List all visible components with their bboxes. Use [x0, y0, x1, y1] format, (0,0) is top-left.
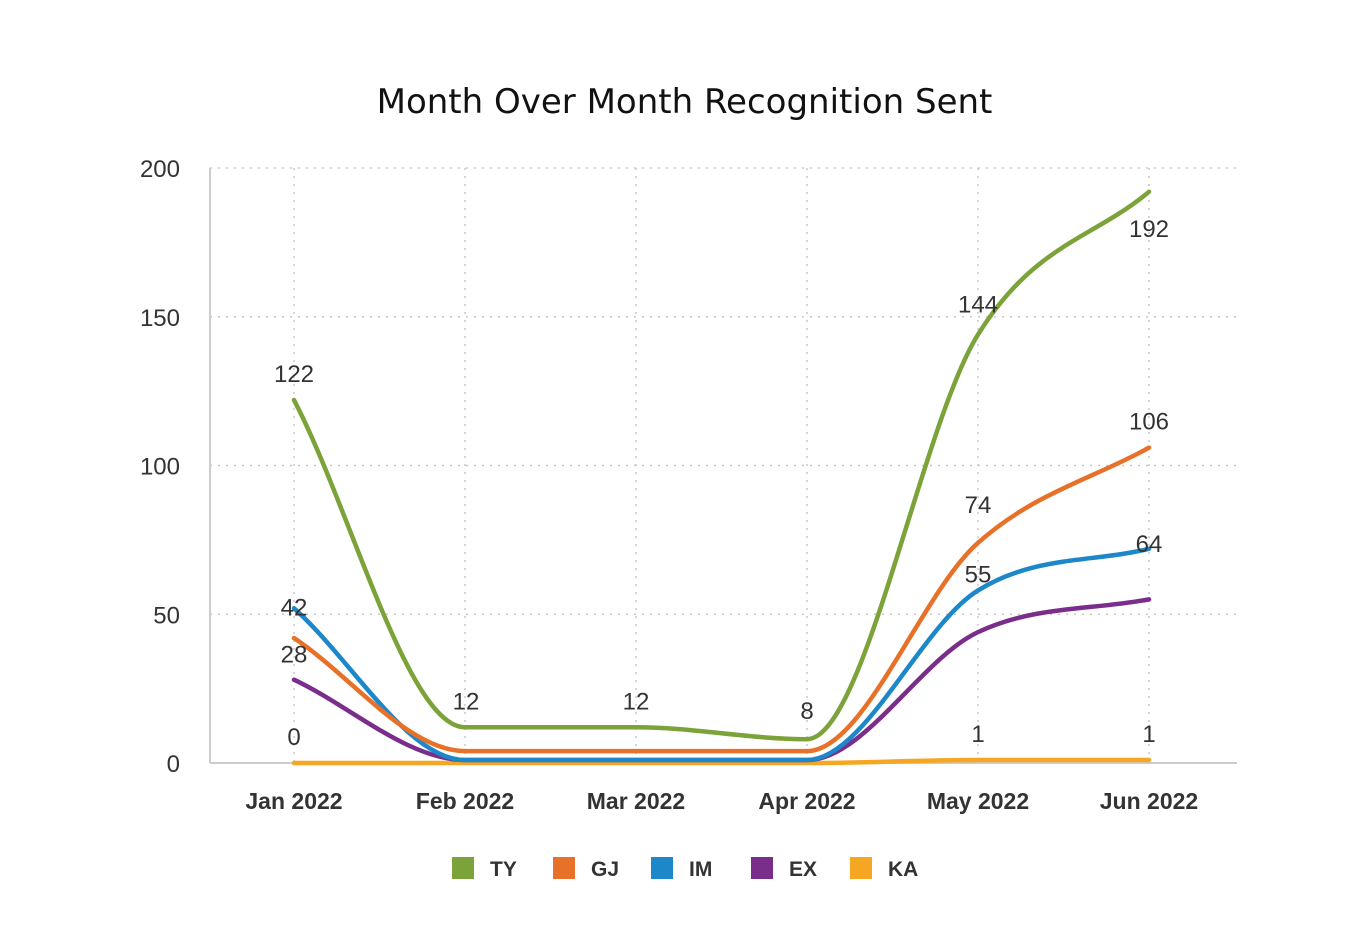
legend-swatch	[850, 857, 872, 879]
data-label-ty: 122	[274, 361, 314, 388]
x-axis-ticks: Jan 2022 Feb 2022 Mar 2022 Apr 2022 May 2022…	[245, 788, 1198, 814]
series-line-ty	[291, 189, 1152, 742]
data-label-gj: 106	[1129, 409, 1169, 436]
data-label-ty: 12	[453, 688, 480, 715]
data-label-ka: 1	[1142, 721, 1155, 748]
y-axis-ticks: 0 50 100 150 200	[140, 156, 180, 778]
y-tick-label: 150	[140, 305, 180, 332]
data-label-ty: 8	[800, 698, 813, 725]
legend-swatch	[751, 857, 773, 879]
y-tick-label: 200	[140, 156, 180, 183]
series-line-ka	[291, 757, 1152, 766]
y-tick-label: 50	[153, 602, 180, 629]
y-tick-label: 0	[167, 751, 180, 778]
series-lines	[291, 189, 1152, 766]
data-label-ex: 28	[281, 642, 308, 669]
x-tick-label: Feb 2022	[416, 788, 514, 814]
data-label-ka: 1	[971, 721, 984, 748]
data-label-im: 42	[281, 594, 308, 621]
data-labels: 122 12 12 8 144 192 74 106 42 55 64 28 0 1 1	[274, 216, 1169, 751]
data-label-im: 64	[1136, 531, 1163, 558]
chart-title: Month Over Month Recognition Sent	[376, 82, 993, 122]
series-line-im	[291, 546, 1152, 763]
data-label-ty: 192	[1129, 216, 1169, 243]
x-tick-label: Mar 2022	[587, 788, 685, 814]
legend-item-ty: TY	[452, 857, 517, 881]
grid	[210, 167, 1237, 763]
legend-swatch	[651, 857, 673, 879]
x-tick-label: May 2022	[927, 788, 1029, 814]
legend-item-gj: GJ	[553, 857, 619, 881]
y-tick-label: 100	[140, 454, 180, 481]
data-label-gj: 74	[965, 492, 992, 519]
legend-item-ex: EX	[751, 857, 817, 881]
x-tick-label: Apr 2022	[758, 788, 855, 814]
x-tick-label: Jan 2022	[245, 788, 342, 814]
x-tick-label: Jun 2022	[1100, 788, 1198, 814]
legend-label: GJ	[591, 858, 619, 881]
series-line-gj	[291, 445, 1152, 754]
legend: TY GJ IM EX KA	[452, 857, 918, 881]
data-label-ty: 12	[623, 688, 650, 715]
data-label-ka: 0	[287, 724, 300, 751]
data-label-ty: 144	[958, 292, 998, 319]
legend-item-im: IM	[651, 857, 712, 881]
series-line-ex	[291, 597, 1152, 763]
legend-swatch	[452, 857, 474, 879]
legend-label: EX	[789, 858, 817, 881]
legend-item-ka: KA	[850, 857, 918, 881]
legend-label: KA	[888, 858, 918, 881]
legend-swatch	[553, 857, 575, 879]
data-label-im: 55	[965, 561, 992, 588]
legend-label: TY	[490, 858, 517, 881]
legend-label: IM	[689, 858, 712, 881]
